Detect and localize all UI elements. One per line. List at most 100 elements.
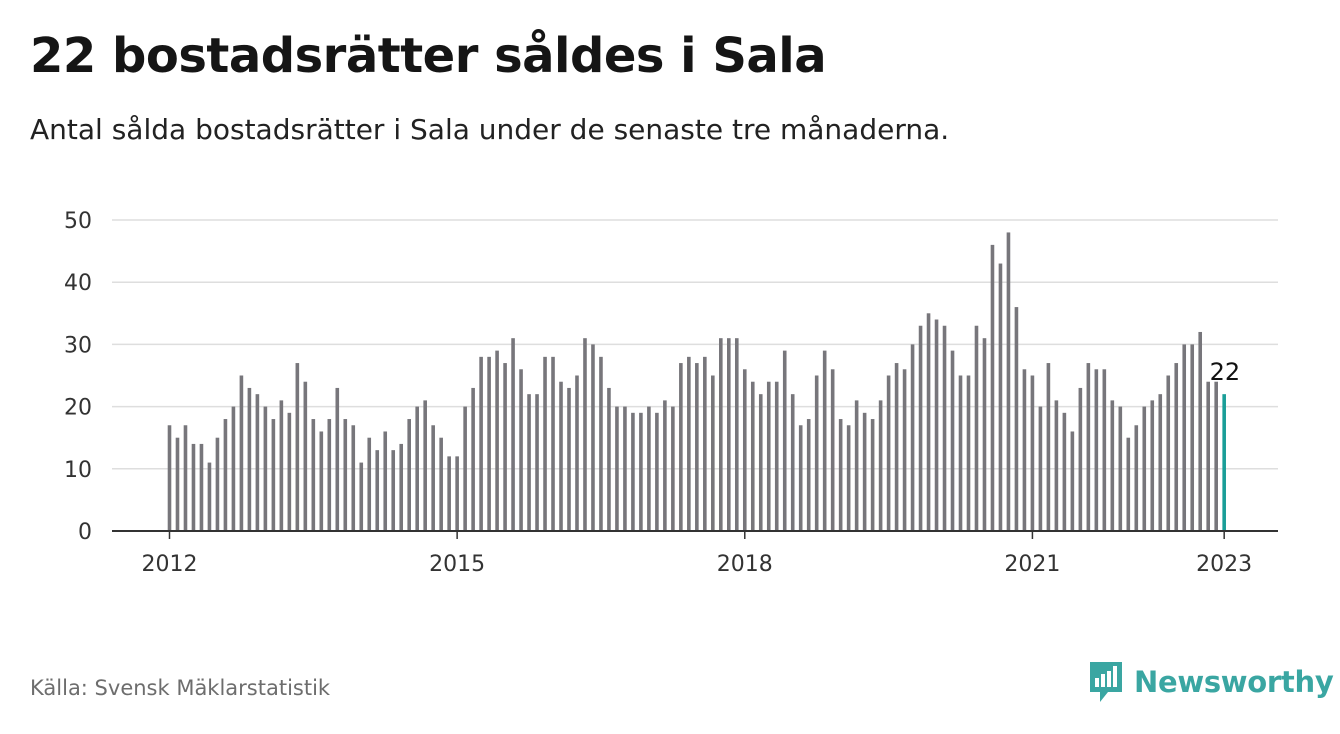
bar xyxy=(1046,363,1051,531)
bar xyxy=(1174,363,1179,531)
bar xyxy=(367,437,372,531)
y-tick-label: 50 xyxy=(64,209,92,234)
bar xyxy=(599,356,603,531)
bar xyxy=(942,325,947,531)
bar xyxy=(247,387,252,531)
bar xyxy=(727,338,731,531)
bar xyxy=(822,350,827,531)
bar xyxy=(687,356,691,531)
bar xyxy=(918,325,923,531)
bar xyxy=(407,419,411,531)
bar xyxy=(415,406,419,531)
bar xyxy=(255,394,260,531)
bar xyxy=(1134,425,1139,531)
bar xyxy=(503,363,507,531)
bar xyxy=(271,419,276,531)
bar xyxy=(463,406,467,531)
bar xyxy=(327,419,332,531)
bar xyxy=(934,319,939,531)
bar xyxy=(1110,400,1115,531)
bar xyxy=(1182,344,1187,531)
x-tick-label: 2021 xyxy=(1004,552,1060,577)
bar xyxy=(695,363,699,531)
bar xyxy=(439,437,443,531)
bar xyxy=(199,443,204,531)
bar xyxy=(782,350,787,531)
bar xyxy=(982,338,987,531)
bar xyxy=(287,412,292,531)
bar xyxy=(1030,375,1035,531)
bar xyxy=(1078,387,1083,531)
bar-highlight xyxy=(1222,394,1226,531)
bar xyxy=(1014,307,1019,531)
bar xyxy=(167,425,172,531)
bar xyxy=(798,425,803,531)
bar xyxy=(487,356,491,531)
bar xyxy=(774,381,779,531)
y-tick-label: 0 xyxy=(78,520,92,545)
bar xyxy=(671,406,675,531)
bar xyxy=(1102,369,1107,531)
bar xyxy=(351,425,356,531)
bar xyxy=(1214,381,1218,531)
bar xyxy=(207,462,212,531)
bar xyxy=(1086,363,1091,531)
bar xyxy=(1054,400,1059,531)
bar xyxy=(838,419,843,531)
bar xyxy=(814,375,819,531)
bar xyxy=(974,325,979,531)
x-axis-ticks: 2012 2015 2018 2021 2023 xyxy=(142,531,1252,577)
bar xyxy=(806,419,811,531)
bar xyxy=(183,425,188,531)
bar xyxy=(1022,369,1027,531)
bar xyxy=(990,244,995,531)
bar xyxy=(703,356,707,531)
bar xyxy=(1038,406,1043,531)
chart-subtitle: Antal sålda bostadsrätter i Sala under d… xyxy=(30,113,950,146)
bar xyxy=(766,381,771,531)
bar xyxy=(734,338,739,531)
bar xyxy=(1198,331,1203,531)
bar xyxy=(359,462,364,531)
bar xyxy=(615,406,619,531)
y-tick-label: 30 xyxy=(64,333,92,358)
x-tick-label: 2015 xyxy=(429,552,485,577)
bar xyxy=(1142,406,1147,531)
bar xyxy=(591,344,595,531)
bar xyxy=(375,450,380,531)
bar xyxy=(846,425,851,531)
bar xyxy=(631,412,635,531)
bar xyxy=(431,425,435,531)
bar xyxy=(790,394,795,531)
bar xyxy=(447,456,451,531)
bar xyxy=(319,431,324,531)
bar xyxy=(1126,437,1131,531)
bar xyxy=(551,356,555,531)
bar xyxy=(655,412,659,531)
bar xyxy=(279,400,284,531)
bar xyxy=(471,387,475,531)
bar xyxy=(1190,344,1195,531)
bar xyxy=(383,431,388,531)
bar xyxy=(423,400,427,531)
bar xyxy=(343,419,348,531)
bar xyxy=(679,363,683,531)
bar xyxy=(567,387,571,531)
y-axis-tick-labels: 0 10 20 30 40 50 xyxy=(64,209,92,545)
bar xyxy=(1062,412,1067,531)
bar xyxy=(303,381,308,531)
bar xyxy=(719,338,723,531)
bar xyxy=(479,356,483,531)
bar xyxy=(335,387,340,531)
bar xyxy=(399,443,404,531)
x-tick-label: 2018 xyxy=(717,552,773,577)
bar xyxy=(862,412,867,531)
bar xyxy=(535,394,539,531)
bar xyxy=(511,338,515,531)
bar xyxy=(455,456,459,531)
y-tick-label: 10 xyxy=(64,458,92,483)
bar xyxy=(998,263,1003,531)
bar xyxy=(239,375,244,531)
bar xyxy=(926,313,931,531)
bar xyxy=(575,375,579,531)
